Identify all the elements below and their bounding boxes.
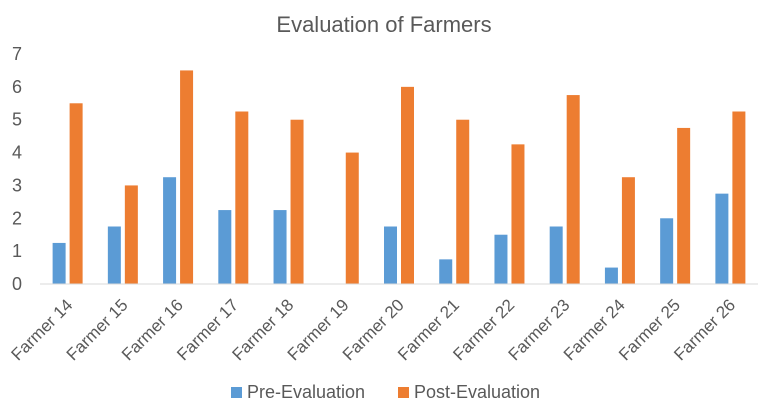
bar-post-evaluation [566, 95, 580, 284]
y-tick-label: 3 [12, 175, 22, 195]
bar-pre-evaluation [604, 267, 618, 284]
y-tick-label: 2 [12, 208, 22, 228]
bar-pre-evaluation [715, 193, 729, 284]
legend-swatch-post-evaluation [398, 387, 409, 398]
bars-group [52, 70, 746, 285]
y-tick-label: 0 [12, 274, 22, 294]
bar-pre-evaluation [52, 242, 66, 284]
y-tick-label: 5 [12, 110, 22, 130]
y-tick-label: 7 [12, 44, 22, 64]
bar-pre-evaluation [163, 177, 177, 284]
bar-post-evaluation [235, 111, 249, 284]
bar-pre-evaluation [218, 210, 232, 284]
bar-post-evaluation [677, 127, 691, 284]
legend-swatch-pre-evaluation [231, 387, 242, 398]
bar-post-evaluation [621, 177, 635, 284]
bar-pre-evaluation [660, 218, 674, 284]
bar-post-evaluation [124, 185, 138, 284]
bar-pre-evaluation [384, 226, 397, 284]
y-tick-label: 1 [12, 241, 22, 261]
chart-title: Evaluation of Farmers [276, 12, 491, 37]
bar-pre-evaluation [273, 210, 287, 284]
legend-label-pre-evaluation: Pre-Evaluation [247, 382, 365, 402]
y-axis: 0 1 2 3 4 5 6 7 [12, 44, 22, 294]
y-tick-label: 6 [12, 77, 22, 97]
legend: Pre-Evaluation Post-Evaluation [231, 382, 540, 402]
bar-pre-evaluation [107, 226, 121, 284]
bar-pre-evaluation [439, 259, 453, 284]
bar-post-evaluation [732, 111, 746, 284]
bar-post-evaluation [401, 86, 414, 284]
bar-post-evaluation [180, 70, 194, 284]
legend-label-post-evaluation: Post-Evaluation [414, 382, 540, 402]
bar-pre-evaluation [494, 234, 508, 284]
bar-post-evaluation [290, 119, 304, 284]
bar-post-evaluation [456, 119, 470, 284]
bar-post-evaluation [345, 152, 359, 284]
bar-post-evaluation [511, 144, 525, 284]
y-tick-label: 4 [12, 143, 22, 163]
bar-post-evaluation [69, 103, 83, 285]
bar-pre-evaluation [549, 226, 563, 284]
